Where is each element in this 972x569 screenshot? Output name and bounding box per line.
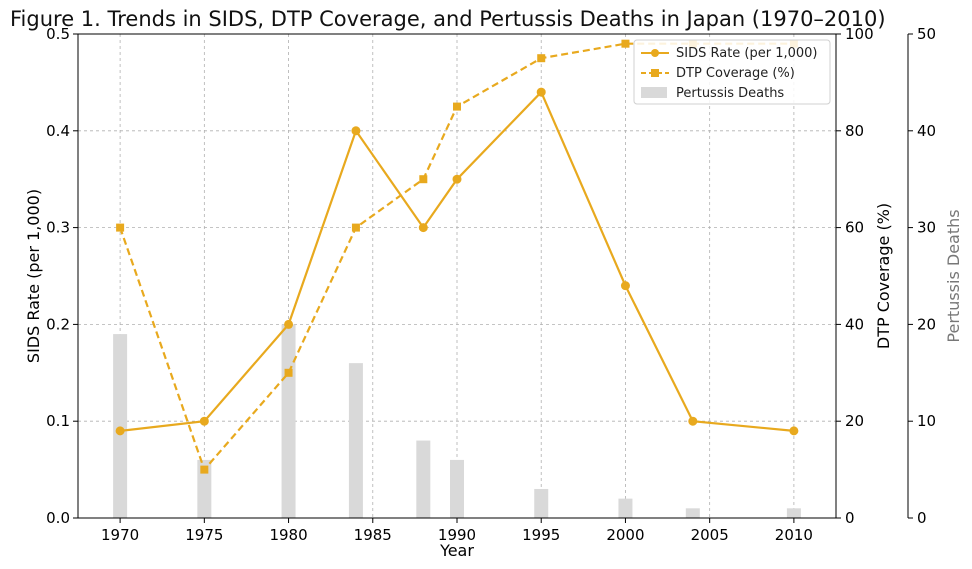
y-axis-label-right2: Pertussis Deaths bbox=[944, 209, 963, 342]
pertussis-bar bbox=[197, 459, 212, 518]
x-tick-label: 1975 bbox=[185, 526, 223, 544]
y-axis-label-left: SIDS Rate (per 1,000) bbox=[24, 189, 43, 363]
pertussis-bar bbox=[618, 498, 633, 518]
dtp-coverage-point bbox=[351, 223, 360, 232]
y-tick-label-right2: 10 bbox=[917, 412, 936, 430]
axis-ticks: 1970 1975 1980 1985 1990 1995 2000 2005 20100.00… bbox=[46, 25, 936, 544]
y-tick-label-right: 100 bbox=[845, 25, 874, 43]
pertussis-bar bbox=[348, 363, 363, 518]
legend-pertussis-label: Pertussis Deaths bbox=[676, 86, 784, 101]
legend-sids-marker bbox=[651, 49, 659, 57]
y-tick-label-right: 20 bbox=[845, 412, 864, 430]
legend: SIDS Rate (per 1,000) DTP Coverage (%) P… bbox=[633, 39, 831, 105]
y-tick-label-left: 0.2 bbox=[46, 315, 70, 333]
sids-rate-line bbox=[119, 90, 794, 432]
y-tick-label-right: 60 bbox=[845, 219, 864, 237]
sids-rate-point bbox=[284, 319, 294, 329]
legend-dtp-label: DTP Coverage (%) bbox=[676, 66, 795, 81]
sids-rate-point bbox=[199, 416, 209, 426]
y-tick-label-right: 80 bbox=[845, 122, 864, 140]
y-tick-label-left: 0.1 bbox=[46, 412, 70, 430]
y-axis-label-right: DTP Coverage (%) bbox=[874, 203, 893, 349]
pertussis-bar bbox=[281, 324, 296, 518]
dtp-coverage-point bbox=[537, 54, 546, 63]
pertussis-bars bbox=[113, 324, 801, 518]
y-tick-label-left: 0.3 bbox=[46, 219, 70, 237]
legend-sids-label: SIDS Rate (per 1,000) bbox=[676, 46, 818, 61]
y-tick-label-right2: 40 bbox=[917, 122, 936, 140]
dtp-coverage-point bbox=[453, 102, 461, 111]
dtp-coverage-point bbox=[116, 223, 125, 232]
x-tick-label: 1985 bbox=[354, 526, 392, 544]
x-tick-label: 1980 bbox=[269, 526, 307, 544]
dtp-coverage-point bbox=[621, 39, 630, 48]
sids-rate-point bbox=[620, 281, 630, 291]
y-tick-label-right2: 30 bbox=[917, 219, 936, 237]
sids-rate-point bbox=[115, 426, 125, 436]
y-tick-label-right: 40 bbox=[845, 315, 864, 333]
series-lines bbox=[115, 39, 799, 474]
dtp-coverage-point bbox=[284, 368, 293, 377]
sids-rate-point bbox=[536, 87, 546, 97]
legend-dtp-marker bbox=[651, 69, 659, 77]
sids-rate-point bbox=[418, 223, 428, 233]
legend-pertussis-swatch bbox=[641, 87, 667, 98]
x-axis-label: Year bbox=[439, 541, 474, 560]
y-tick-label-left: 0.0 bbox=[46, 509, 70, 527]
y-tick-label-right2: 20 bbox=[917, 315, 936, 333]
pertussis-bar bbox=[685, 508, 700, 518]
pertussis-bar bbox=[786, 508, 801, 518]
legend-box bbox=[633, 39, 831, 105]
pertussis-bar bbox=[450, 459, 464, 518]
x-tick-label: 1970 bbox=[101, 526, 139, 544]
y-tick-label-left: 0.4 bbox=[46, 122, 70, 140]
x-tick-label: 2010 bbox=[775, 526, 813, 544]
dtp-coverage-line bbox=[119, 42, 794, 472]
pertussis-bar bbox=[113, 334, 128, 518]
dtp-coverage-point bbox=[419, 175, 428, 184]
x-tick-label: 2000 bbox=[606, 526, 644, 544]
y-tick-label-left: 0.5 bbox=[46, 25, 70, 43]
pertussis-bar bbox=[534, 488, 549, 518]
sids-rate-point bbox=[452, 174, 462, 184]
chart-title: Figure 1. Trends in SIDS, DTP Coverage, … bbox=[10, 7, 886, 31]
x-tick-label: 1990 bbox=[438, 526, 476, 544]
y-tick-label-right2: 0 bbox=[917, 509, 927, 527]
sids-rate-point bbox=[688, 416, 698, 426]
y-tick-label-right: 0 bbox=[845, 509, 855, 527]
dtp-coverage-point bbox=[200, 465, 209, 474]
pertussis-bar bbox=[416, 440, 431, 518]
x-tick-label: 2005 bbox=[691, 526, 729, 544]
sids-rate-point bbox=[351, 126, 361, 136]
y-tick-label-right2: 50 bbox=[917, 25, 936, 43]
sids-rate-point bbox=[789, 426, 799, 436]
x-tick-label: 1995 bbox=[522, 526, 560, 544]
